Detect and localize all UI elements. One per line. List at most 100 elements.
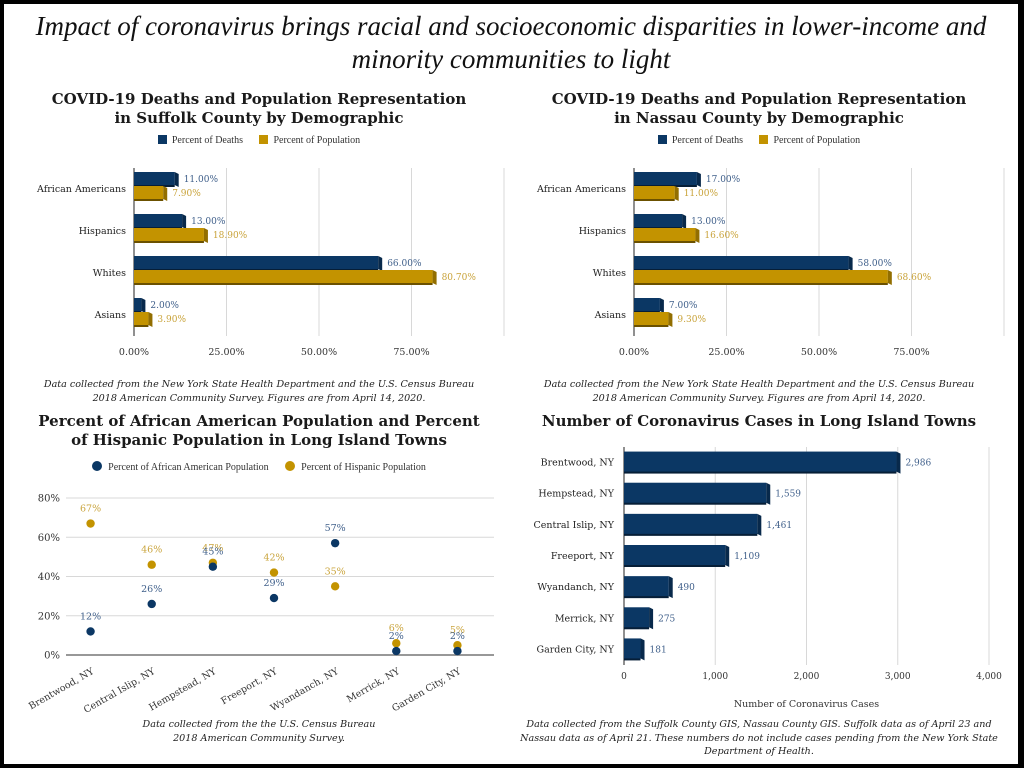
data-label: 46%: [141, 545, 162, 556]
legend-item-population: Percent of Population: [259, 135, 360, 146]
x-tick-label: 2,000: [794, 672, 820, 682]
legend-item-population: Percent of Population: [759, 135, 860, 146]
data-label: 11.00%: [184, 175, 219, 185]
bar-cases: [624, 545, 730, 567]
bar-side-face: [432, 270, 437, 285]
bar-front-face: [634, 270, 888, 283]
bar-side-face: [378, 256, 383, 271]
point-african-american: [453, 646, 462, 656]
bar-bottom-face: [634, 268, 849, 271]
nassau-source-note: Data collected from the New York State H…: [543, 379, 975, 404]
x-tick-label: 1,000: [702, 672, 728, 682]
data-label: 16.60%: [704, 231, 739, 241]
y-tick-label: 80%: [38, 494, 60, 505]
y-tick-label: 0%: [44, 651, 60, 662]
data-label: 45%: [202, 547, 223, 558]
suffolk-bar-chart: 0.00% 25.00% 50.00% 75.00% African Americans…: [36, 168, 505, 358]
data-label: 66.00%: [387, 259, 422, 269]
data-label: 275: [658, 614, 675, 624]
bar-side-face: [696, 172, 701, 187]
bar-bottom-face: [624, 626, 650, 630]
bar-cases: [624, 451, 901, 474]
bar-cases: [624, 576, 673, 599]
bar-bottom-face: [634, 184, 697, 187]
bar-front-face: [624, 451, 897, 472]
data-label: 42%: [263, 553, 284, 564]
bar-population: [634, 186, 679, 201]
data-label: 1,559: [775, 490, 801, 500]
data-label: 1,461: [766, 521, 792, 531]
bar-front-face: [624, 638, 641, 659]
legend-item-hispanic: Percent of Hispanic Population: [285, 461, 426, 473]
bar-side-face: [887, 270, 892, 285]
towns-percent-scatter-chart: 0%20%40%60%80%Brentwood, NY67%12%Central…: [27, 494, 494, 716]
point-african-american: [147, 599, 156, 609]
bar-bottom-face: [624, 532, 758, 536]
point-african-american: [392, 646, 401, 656]
bar-bottom-face: [634, 240, 696, 243]
data-label: 13.00%: [691, 217, 726, 227]
point-hispanic: [330, 582, 340, 591]
bar-side-face: [203, 228, 208, 243]
bar-front-face: [134, 312, 149, 325]
point-african-american: [208, 562, 218, 571]
data-label: 35%: [325, 566, 346, 577]
bar-deaths: [134, 298, 146, 313]
legend-swatch-gold: [259, 135, 269, 144]
towns-percent-source-note: Data collected from the the U.S. Census …: [142, 719, 376, 744]
cases-chart-panel: Number of Coronavirus Cases in Long Isla…: [514, 412, 1004, 762]
data-label: 29%: [263, 578, 284, 589]
y-tick-label: 60%: [38, 533, 60, 544]
bar-front-face: [634, 172, 697, 185]
bar-front-face: [634, 186, 675, 199]
data-label: 18.90%: [213, 231, 248, 241]
point-hispanic: [269, 568, 279, 577]
towns-percent-chart-title: Percent of African American Population a…: [38, 412, 480, 449]
legend-dot-navy: [92, 461, 103, 471]
bar-front-face: [134, 186, 164, 199]
data-label: 2,986: [905, 459, 931, 469]
bar-side-face: [640, 638, 645, 661]
bar-side-face: [174, 172, 179, 187]
bar-side-face: [725, 545, 730, 567]
bar-front-face: [134, 228, 204, 241]
bar-front-face: [634, 214, 683, 227]
data-label: 11.00%: [684, 189, 719, 199]
bar-population: [134, 312, 153, 327]
point-african-american: [269, 593, 279, 603]
bar-bottom-face: [134, 240, 204, 243]
x-tick-label: 0.00%: [619, 347, 649, 358]
data-label: 13.00%: [191, 217, 226, 227]
bar-side-face: [682, 214, 687, 229]
point-hispanic: [147, 560, 156, 569]
suffolk-chart-title: COVID-19 Deaths and Population Represent…: [51, 90, 467, 127]
bar-bottom-face: [134, 310, 142, 313]
category-label: Hispanics: [579, 226, 626, 237]
bar-bottom-face: [624, 657, 641, 661]
data-label: 2%: [450, 631, 465, 642]
category-label: Freeport, NY: [551, 551, 615, 562]
category-label: Merrick, NY: [555, 613, 615, 624]
bar-population: [634, 270, 892, 285]
bar-bottom-face: [634, 310, 660, 313]
bar-deaths: [634, 172, 701, 187]
point-hispanic: [392, 639, 401, 648]
legend-swatch-navy: [657, 135, 667, 144]
bar-front-face: [624, 607, 650, 628]
category-label: Wyandanch, NY: [269, 666, 341, 714]
bar-side-face: [695, 228, 700, 243]
bar-front-face: [634, 256, 849, 269]
category-label: Hempstead, NY: [147, 666, 219, 714]
towns-percent-legend: Percent of African American Population P…: [14, 461, 504, 473]
category-label: Central Islip, NY: [534, 520, 615, 531]
bar-population: [134, 186, 168, 201]
bar-front-face: [624, 576, 669, 597]
category-label: African Americans: [36, 184, 126, 195]
main-title: Impact of coronavirus brings racial and …: [35, 11, 987, 74]
bar-side-face: [141, 298, 146, 313]
data-label: 67%: [80, 504, 101, 515]
infographic-frame: Impact of coronavirus brings racial and …: [4, 4, 1018, 764]
category-label: Whites: [93, 268, 126, 279]
bar-front-face: [624, 513, 758, 534]
bar-population: [634, 312, 673, 327]
